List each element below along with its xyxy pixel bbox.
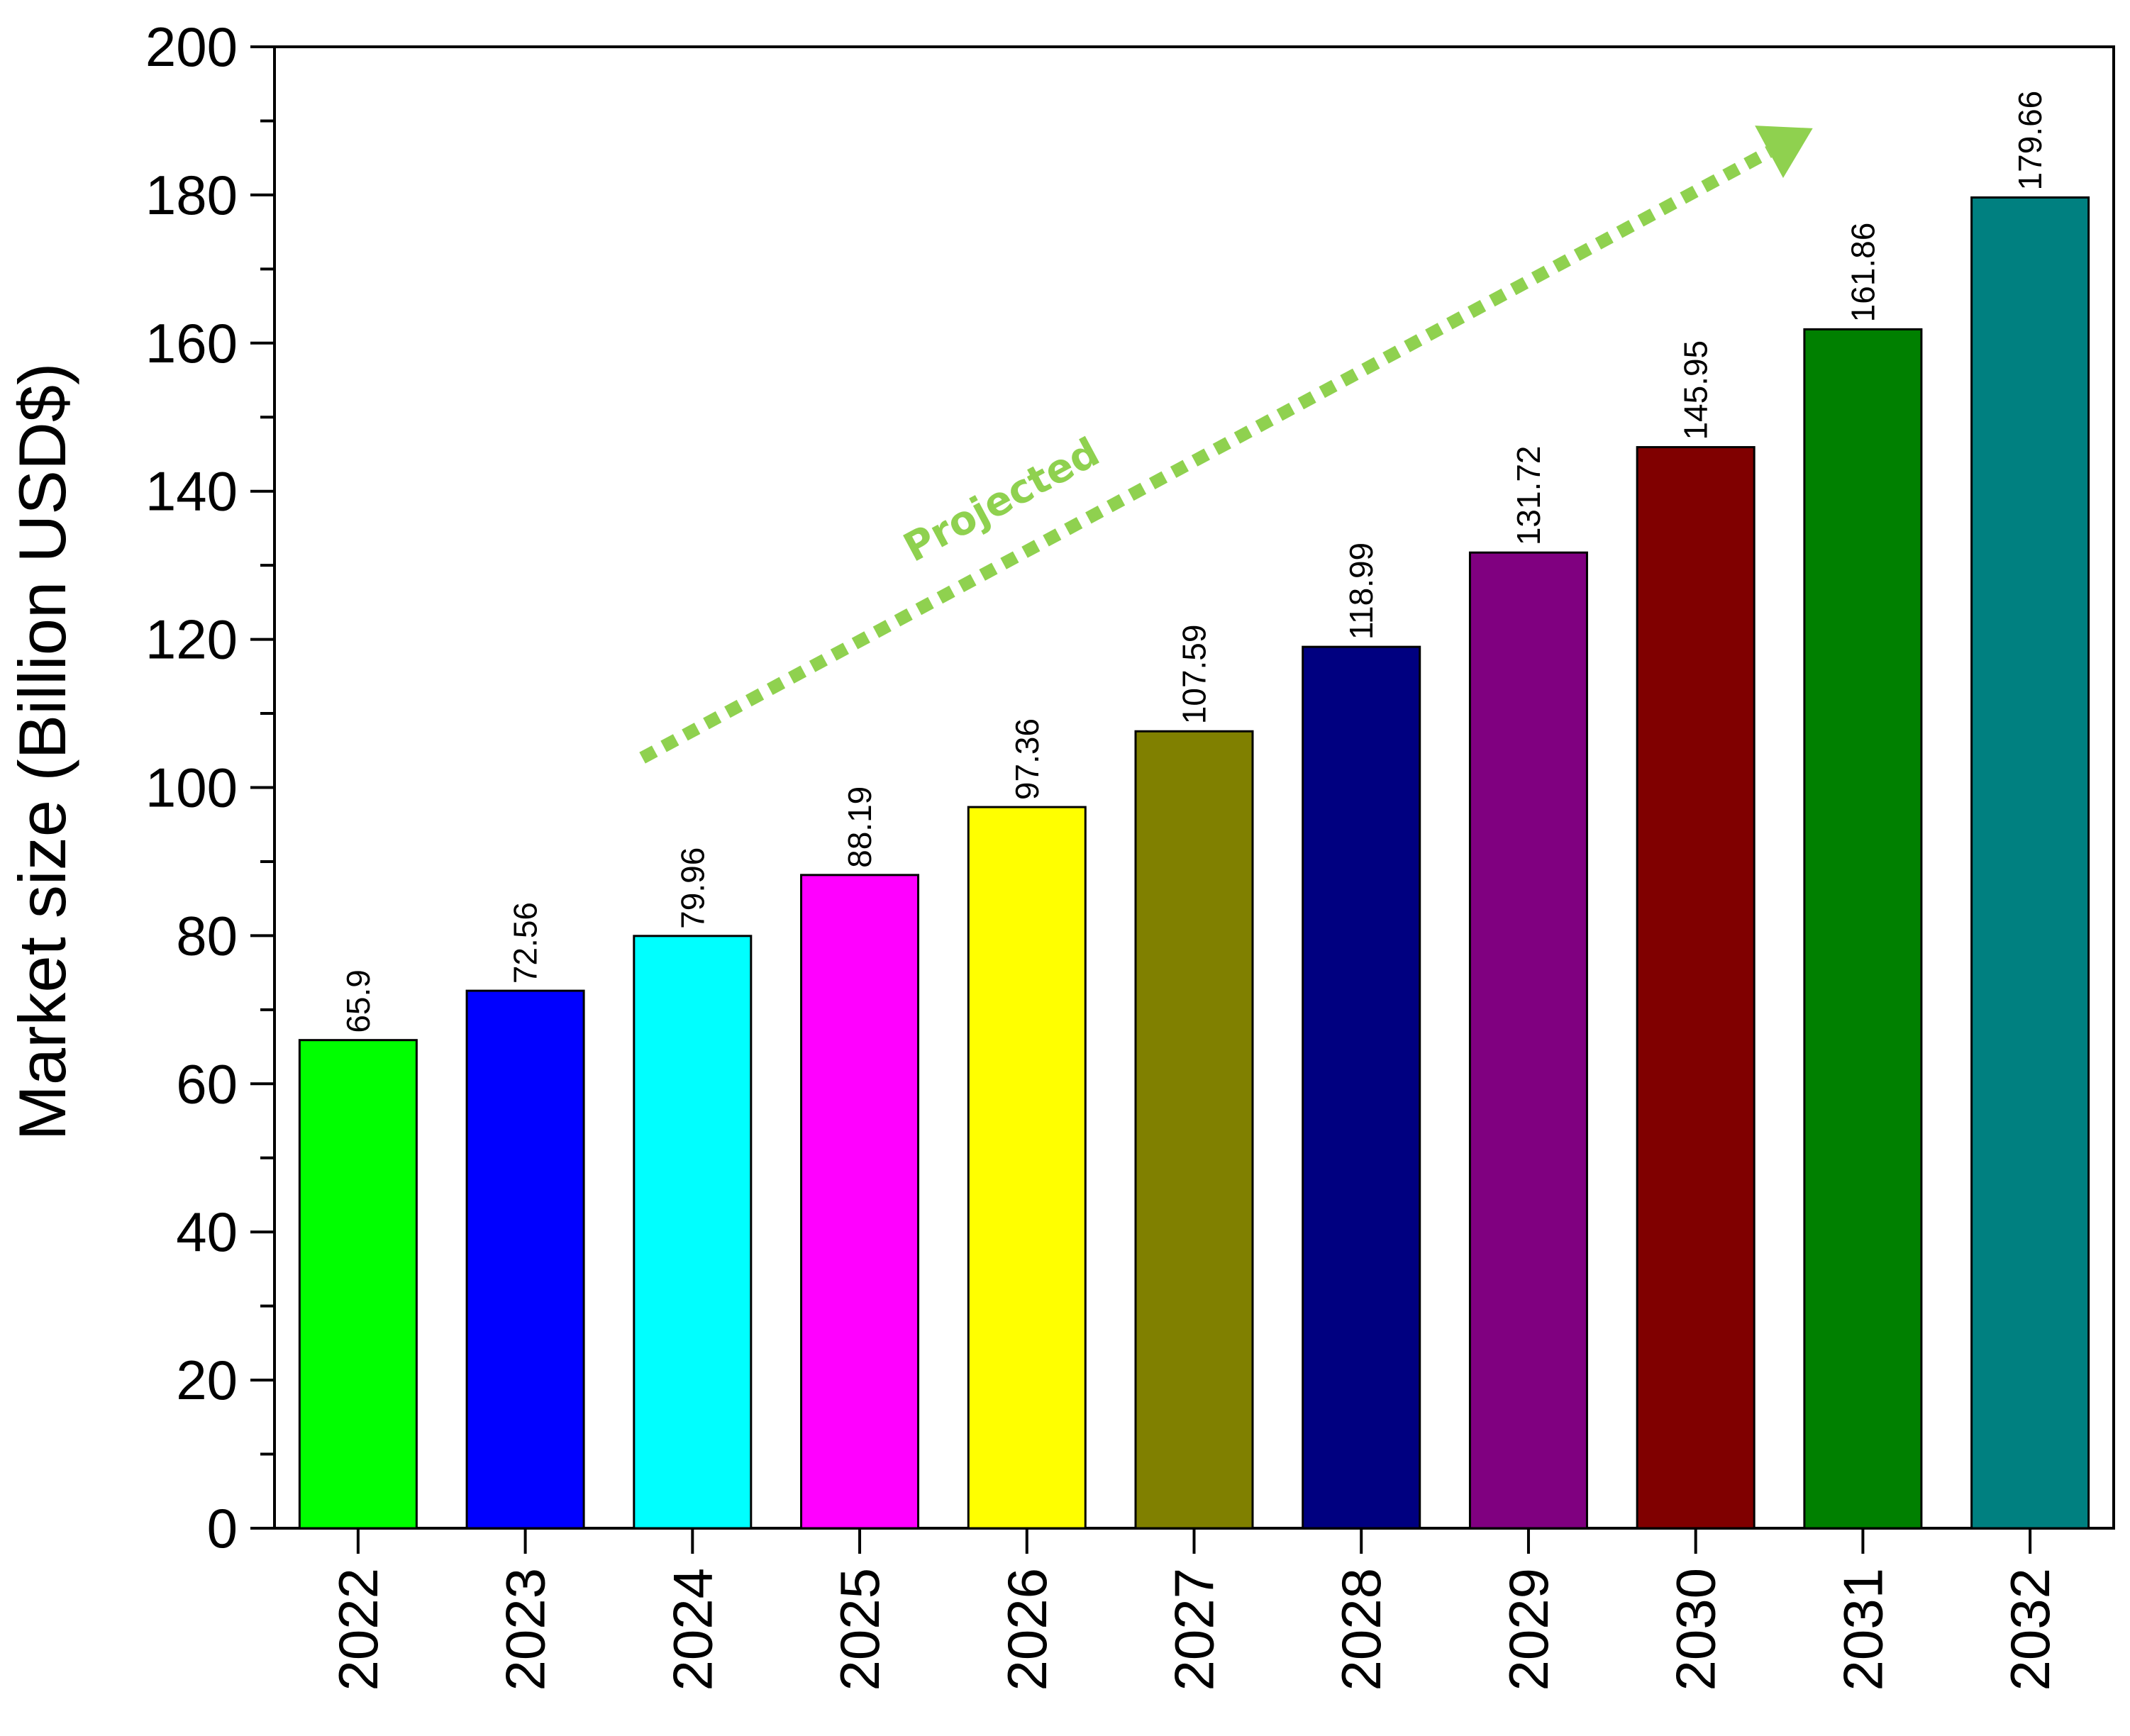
bar-2025 <box>800 874 920 1530</box>
x-tick-label: 2024 <box>661 1568 723 1691</box>
projected-label: Projected <box>897 429 1107 571</box>
bar-value-label: 79.96 <box>674 847 711 929</box>
y-tick-label: 200 <box>145 16 238 78</box>
bar-2027 <box>1134 730 1254 1530</box>
bar-2028 <box>1302 645 1421 1530</box>
bar-value-label: 88.19 <box>841 786 878 868</box>
x-tick-label: 2029 <box>1497 1568 1560 1691</box>
bar-value-label: 97.36 <box>1009 718 1045 800</box>
x-tick-label: 2032 <box>1999 1568 2061 1691</box>
y-tick-label: 120 <box>145 608 238 671</box>
bar-value-label: 131.72 <box>1510 445 1547 545</box>
x-tick-label: 2026 <box>996 1568 1058 1691</box>
bar-value-label: 65.9 <box>340 969 377 1033</box>
bar-2030 <box>1636 446 1755 1530</box>
bar-value-label: 145.95 <box>1677 340 1714 440</box>
bar-2026 <box>967 806 1087 1530</box>
x-axis-ticks: 2022 2023 2024 2025 2026 2027 2028 2029 2030 2031… <box>327 1528 2061 1691</box>
bar-2023 <box>465 989 585 1530</box>
y-tick-label: 60 <box>176 1052 238 1115</box>
y-tick-label: 80 <box>176 904 238 967</box>
x-tick-label: 2028 <box>1330 1568 1392 1691</box>
bar-2031 <box>1803 328 1923 1530</box>
x-tick-label: 2027 <box>1163 1568 1226 1691</box>
y-tick-label: 160 <box>145 312 238 374</box>
y-tick-label: 140 <box>145 460 238 523</box>
x-tick-label: 2023 <box>494 1568 557 1691</box>
y-tick-label: 40 <box>176 1201 238 1263</box>
bar-2022 <box>298 1039 418 1530</box>
x-tick-label: 2031 <box>1831 1568 1894 1691</box>
bar-value-label: 107.59 <box>1176 625 1213 725</box>
y-tick-label: 100 <box>145 757 238 819</box>
bar-value-labels: 65.9 72.56 79.96 88.19 97.36 107.59 118.99 131.… <box>340 91 2048 1033</box>
projected-arrow-head <box>1755 126 1813 179</box>
y-axis-ticks: 0 20 40 60 80 100 120 140 160 180 200 <box>145 16 274 1559</box>
bar-value-label: 72.56 <box>507 902 544 984</box>
bars <box>298 196 2090 1530</box>
projected-arrow-shaft <box>639 146 1773 764</box>
x-tick-label: 2025 <box>828 1568 891 1691</box>
bar-2024 <box>633 935 753 1530</box>
x-tick-label: 2030 <box>1665 1568 1727 1691</box>
y-tick-label: 180 <box>145 164 238 226</box>
bar-value-label: 118.99 <box>1343 542 1380 640</box>
y-axis-title: Market size (Billion USD$) <box>5 363 79 1141</box>
bar-2032 <box>1970 196 2090 1530</box>
bar-value-label: 161.86 <box>1844 223 1881 323</box>
y-tick-label: 0 <box>207 1497 238 1559</box>
x-tick-label: 2022 <box>327 1568 389 1691</box>
bar-2029 <box>1468 551 1588 1530</box>
y-tick-label: 20 <box>176 1349 238 1411</box>
bar-value-label: 179.66 <box>2012 91 2048 191</box>
